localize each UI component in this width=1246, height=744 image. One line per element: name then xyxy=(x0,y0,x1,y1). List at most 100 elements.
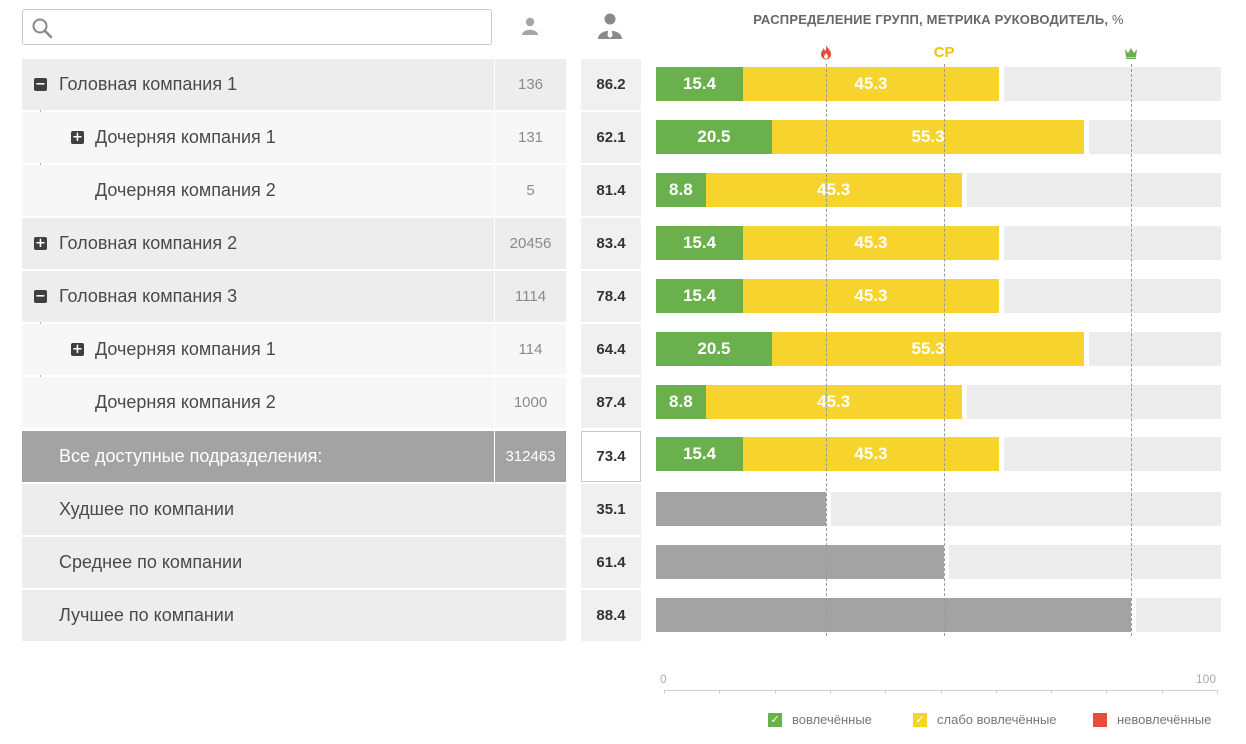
weakly-engaged-bar: 55.3 xyxy=(771,120,1085,154)
tree-row[interactable]: − Головная компания 1 xyxy=(22,59,494,110)
legend-label: слабо вовлечённые xyxy=(937,712,1057,727)
bar-gap xyxy=(998,437,1004,471)
metric-cell: 78.4 xyxy=(581,271,641,322)
checkbox-icon[interactable] xyxy=(1093,712,1107,727)
metric-cell: 81.4 xyxy=(581,165,641,216)
axis-tick xyxy=(1051,690,1053,694)
tree-row[interactable]: + Дочерняя компания 1 xyxy=(22,324,494,375)
summary-bar xyxy=(656,545,945,579)
total-count-cell: 312463 xyxy=(495,431,566,482)
weakly-engaged-bar: 55.3 xyxy=(771,332,1085,366)
count-cell: 20456 xyxy=(495,218,566,269)
engaged-bar: 8.8 xyxy=(656,385,706,419)
bar-gap xyxy=(825,492,831,526)
weakly-engaged-bar: 45.3 xyxy=(743,226,999,260)
legend-engaged[interactable]: ✓ вовлечённые xyxy=(768,712,872,727)
engaged-bar: 15.4 xyxy=(656,279,743,313)
chart-track xyxy=(656,545,1221,579)
bar-gap xyxy=(1084,332,1090,366)
weakly-engaged-bar: 45.3 xyxy=(743,67,999,101)
engaged-bar: 15.4 xyxy=(656,226,743,260)
axis-tick xyxy=(664,690,665,694)
engaged-bar: 20.5 xyxy=(656,120,772,154)
expand-icon[interactable]: + xyxy=(34,236,47,251)
summary-row-worst: Худшее по компании xyxy=(22,484,566,535)
tree-row[interactable]: Дочерняя компания 2 xyxy=(22,377,494,428)
bar-gap xyxy=(1084,120,1090,154)
weakly-engaged-bar: 45.3 xyxy=(743,437,999,471)
axis-min-label: 0 xyxy=(660,672,667,686)
axis-tick xyxy=(1161,690,1163,694)
metric-cell: 87.4 xyxy=(581,377,641,428)
check-icon[interactable]: ✓ xyxy=(913,712,927,727)
count-cell: 131 xyxy=(495,112,566,163)
total-row-label: Все доступные подразделения: xyxy=(59,446,323,466)
metric-cell: 88.4 xyxy=(581,590,641,641)
total-row[interactable]: Все доступные подразделения: xyxy=(22,431,494,482)
axis-tick xyxy=(995,690,997,694)
tree-row[interactable]: − Головная компания 3 xyxy=(22,271,494,322)
user-icon xyxy=(522,17,538,35)
tree-row[interactable]: + Дочерняя компания 1 xyxy=(22,112,494,163)
count-cell: 5 xyxy=(495,165,566,216)
tree-row-label: Дочерняя компания 2 xyxy=(95,180,276,200)
axis-tick xyxy=(1217,690,1218,694)
axis-tick xyxy=(829,690,831,694)
chart-track: 20.5 55.3 xyxy=(656,120,1221,154)
summary-row-label: Худшее по компании xyxy=(59,499,235,519)
metric-cell: 64.4 xyxy=(581,324,641,375)
chart-track: 8.8 45.3 xyxy=(656,385,1221,419)
bar-gap xyxy=(1130,598,1136,632)
engaged-bar: 20.5 xyxy=(656,332,772,366)
tree-row-label: Дочерняя компания 2 xyxy=(95,392,276,412)
chart-track: 20.5 55.3 xyxy=(656,332,1221,366)
check-icon[interactable]: ✓ xyxy=(768,712,782,727)
metric-cell: 83.4 xyxy=(581,218,641,269)
count-cell: 136 xyxy=(495,59,566,110)
reference-line xyxy=(825,64,827,636)
summary-row-label: Лучшее по компании xyxy=(59,605,234,625)
summary-bar xyxy=(656,492,826,526)
tree-row-label: Головная компания 1 xyxy=(59,74,238,94)
bar-gap xyxy=(998,226,1004,260)
fire-icon xyxy=(820,45,831,60)
tree-row[interactable]: Дочерняя компания 2 xyxy=(22,165,494,216)
axis-tick xyxy=(940,690,942,694)
axis-tick xyxy=(1106,690,1108,694)
axis-max-label: 100 xyxy=(1196,672,1217,686)
axis-tick xyxy=(774,690,776,694)
search-box[interactable] xyxy=(22,9,492,45)
bar-gap xyxy=(961,385,967,419)
collapse-icon[interactable]: − xyxy=(34,289,47,304)
tree-row-label: Головная компания 2 xyxy=(59,233,238,253)
collapse-icon[interactable]: − xyxy=(34,77,47,92)
legend-disengaged[interactable]: невовлечённые xyxy=(1093,712,1211,727)
count-cell: 1114 xyxy=(495,271,566,322)
summary-row-best: Лучшее по компании xyxy=(22,590,566,641)
metric-cell: 62.1 xyxy=(581,112,641,163)
legend-weakly-engaged[interactable]: ✓ слабо вовлечённые xyxy=(913,712,1057,727)
expand-icon[interactable]: + xyxy=(71,130,84,145)
summary-row-average: Среднее по компании xyxy=(22,537,566,588)
summary-bar xyxy=(656,598,1131,632)
weakly-engaged-bar: 45.3 xyxy=(705,385,962,419)
expand-icon[interactable]: + xyxy=(71,342,84,357)
engaged-bar: 15.4 xyxy=(656,67,743,101)
chart-track: 15.4 45.3 xyxy=(656,226,1221,260)
reference-line xyxy=(944,64,946,636)
metric-cell: 35.1 xyxy=(581,484,641,535)
tree-row[interactable]: + Головная компания 2 xyxy=(22,218,494,269)
bar-gap xyxy=(961,173,967,207)
legend-label: вовлечённые xyxy=(792,712,872,727)
chart-track xyxy=(656,492,1221,526)
engaged-bar: 15.4 xyxy=(656,437,743,471)
metric-cell: 86.2 xyxy=(581,59,641,110)
count-cell: 1000 xyxy=(495,377,566,428)
chart-track xyxy=(656,598,1221,632)
reference-line xyxy=(1130,64,1132,636)
chart-track: 15.4 45.3 xyxy=(656,67,1221,101)
bar-gap xyxy=(998,67,1004,101)
search-input[interactable] xyxy=(61,14,481,40)
average-marker: СР xyxy=(933,44,955,61)
tree-row-label: Дочерняя компания 1 xyxy=(95,127,276,147)
